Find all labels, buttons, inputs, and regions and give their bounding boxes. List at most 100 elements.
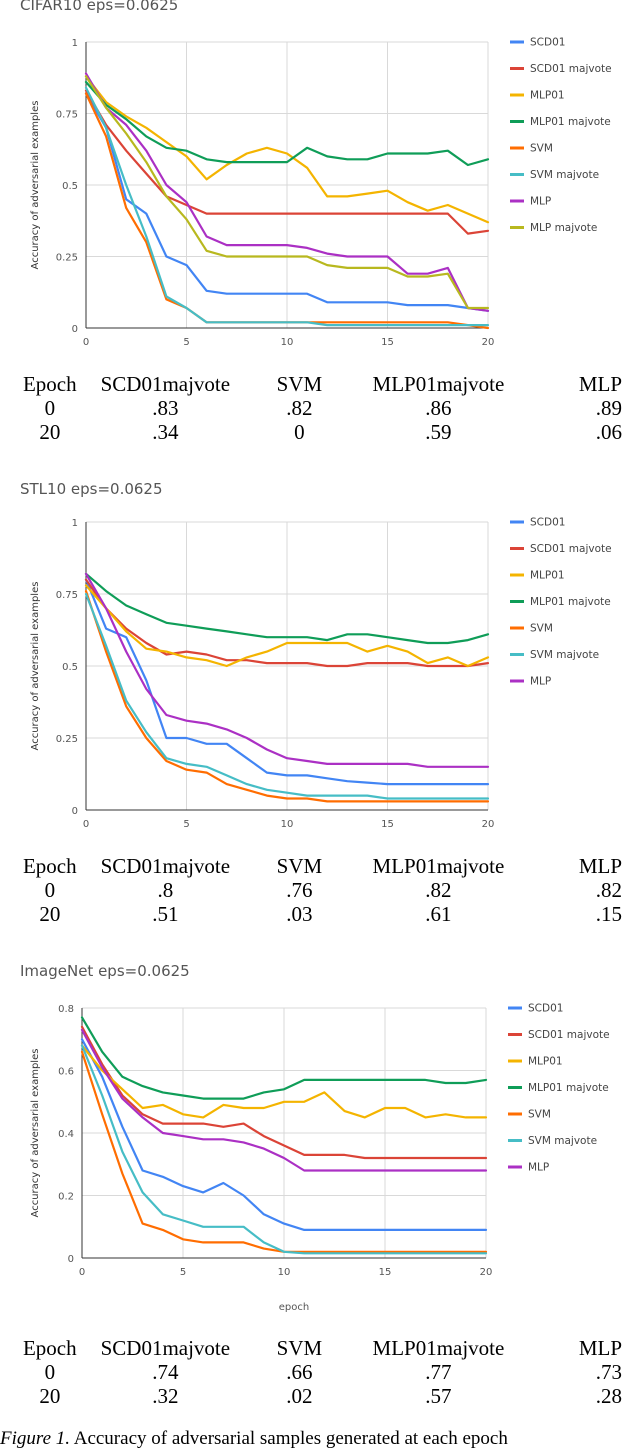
- legend-label: MLP01: [530, 90, 565, 102]
- legend-label: SVM majvote: [530, 649, 599, 661]
- table-header: SCD01majvote: [100, 854, 231, 878]
- table-cell: 0: [44, 1360, 56, 1384]
- gridlines: [81, 1007, 487, 1259]
- table-cell: .8: [157, 878, 174, 902]
- table-cell: .83: [152, 396, 179, 420]
- table-cell: .61: [425, 902, 452, 926]
- table-header: SVM: [276, 372, 323, 396]
- series-line-mlp01-majvote: [80, 1016, 488, 1100]
- chart-title: ImageNet eps=0.0625: [20, 962, 190, 980]
- table-cell: 20: [39, 420, 61, 444]
- table-header: MLP: [578, 372, 622, 396]
- series-line-mlp01-majvote: [84, 572, 490, 645]
- legend-label: SCD01: [530, 517, 565, 529]
- y-tick-label: 0.75: [56, 590, 78, 601]
- legend-label: MLP01 majvote: [530, 596, 611, 608]
- x-tick-label: 15: [381, 337, 394, 348]
- legend-label: MLP01: [530, 570, 565, 582]
- series-line-mlp01-majvote: [84, 80, 490, 167]
- table-cell: .89: [595, 396, 622, 420]
- series-line-scd01: [84, 92, 490, 312]
- legend-swatch: [510, 573, 524, 577]
- legend-swatch: [510, 679, 524, 683]
- y-tick-label: 0.6: [58, 1067, 74, 1078]
- legend-label: SCD01 majvote: [530, 543, 612, 555]
- table-cell: .15: [595, 902, 622, 926]
- legend-label: MLP01 majvote: [530, 116, 611, 128]
- series-line-scd01-majvote: [80, 1025, 488, 1160]
- table-header: MLP: [578, 1336, 622, 1360]
- legend-label: SCD01 majvote: [528, 1029, 610, 1041]
- table-cell: .66: [286, 1360, 313, 1384]
- x-tick-label: 0: [83, 819, 89, 830]
- y-tick-label: 0: [68, 1254, 74, 1265]
- legend-swatch: [510, 173, 524, 176]
- chart-panel-imagenet: ImageNet eps=0.0625 0 0.2 0.4 0.6 0.8 0 5 10 15 2…: [0, 962, 640, 1422]
- table-header-row: Epoch SCD01majvote SVM MLP01majvote MLP: [14, 854, 626, 878]
- x-tick-label: 10: [281, 819, 294, 830]
- caption-label: Figure 1.: [0, 1428, 71, 1449]
- table-cell: .76: [286, 878, 313, 902]
- series-line-scd01-majvote: [84, 578, 490, 668]
- table-cell: .82: [425, 878, 452, 902]
- x-tick-label: 5: [183, 337, 189, 348]
- legend-label: MLP: [530, 676, 551, 688]
- table-cell: 20: [39, 902, 61, 926]
- y-tick-label: 0.25: [56, 734, 78, 745]
- x-tick-label: 10: [278, 1267, 291, 1278]
- chart-title: CIFAR10 eps=0.0625: [20, 0, 179, 14]
- legend-swatch: [510, 40, 524, 44]
- legend-swatch: [508, 1139, 522, 1142]
- x-tick-label: 10: [281, 337, 294, 348]
- series-line-scd01: [84, 578, 490, 786]
- series-line-svm-majvote: [80, 1044, 488, 1255]
- table-cell: .74: [152, 1360, 179, 1384]
- x-axis-label: epoch: [279, 1302, 309, 1313]
- series-line-mlp: [84, 72, 490, 312]
- legend-label: SVM majvote: [528, 1135, 597, 1147]
- legend-swatch: [510, 120, 524, 123]
- series-line-mlp: [80, 1028, 488, 1172]
- chart-panel-cifar10: CIFAR10 eps=0.0625 0 0.25 0.5 0.75 1 0 5 10 15 20…: [0, 0, 640, 460]
- x-tick-label: 20: [482, 337, 495, 348]
- legend-swatch: [508, 1033, 522, 1036]
- legend-label: SVM: [530, 623, 553, 635]
- y-tick-label: 0.25: [56, 253, 78, 264]
- table-header: SCD01majvote: [100, 1336, 231, 1360]
- table-cell: .73: [595, 1360, 622, 1384]
- legend-label: SCD01: [530, 37, 565, 49]
- legend-swatch: [510, 520, 524, 524]
- y-tick-label: 0.4: [58, 1129, 74, 1140]
- legend-swatch: [508, 1059, 522, 1063]
- table-header: MLP01majvote: [372, 854, 505, 878]
- legend-swatch: [508, 1006, 522, 1010]
- legend-swatch: [510, 653, 524, 656]
- table-header: MLP01majvote: [372, 372, 505, 396]
- table-cell: .51: [152, 902, 179, 926]
- legend-label: MLP: [530, 196, 551, 208]
- table-cell: .82: [595, 878, 622, 902]
- legend-label: SCD01 majvote: [530, 63, 612, 75]
- table-header: SCD01majvote: [100, 372, 231, 396]
- results-table-stl10: Epoch SCD01majvote SVM MLP01majvote MLP …: [14, 854, 626, 926]
- results-table-imagenet: Epoch SCD01majvote SVM MLP01majvote MLP …: [14, 1336, 626, 1408]
- table-cell: .57: [425, 1384, 452, 1408]
- table-row: 0 .8 .76 .82 .82: [14, 878, 626, 902]
- series-line-mlp01: [80, 1044, 488, 1119]
- table-header-row: Epoch SCD01majvote SVM MLP01majvote MLP: [14, 1336, 626, 1360]
- legend-swatch: [508, 1086, 522, 1089]
- table-row: 20 .32 .02 .57 .28: [14, 1384, 626, 1408]
- results-table-cifar10: Epoch SCD01majvote SVM MLP01majvote MLP …: [14, 372, 626, 444]
- x-tick-label: 0: [79, 1267, 85, 1278]
- table-row: 20 .34 0 .59 .06: [14, 420, 626, 444]
- table-cell: .82: [286, 396, 313, 420]
- legend-swatch: [510, 93, 524, 97]
- table-row: 20 .51 .03 .61 .15: [14, 902, 626, 926]
- table-header: MLP: [578, 854, 622, 878]
- gridlines: [85, 41, 489, 329]
- y-tick-label: 1: [72, 38, 78, 49]
- series-line-mlp01: [84, 75, 490, 224]
- table-row: 0 .83 .82 .86 .89: [14, 396, 626, 420]
- x-tick-label: 20: [480, 1267, 493, 1278]
- table-cell: .06: [595, 420, 622, 444]
